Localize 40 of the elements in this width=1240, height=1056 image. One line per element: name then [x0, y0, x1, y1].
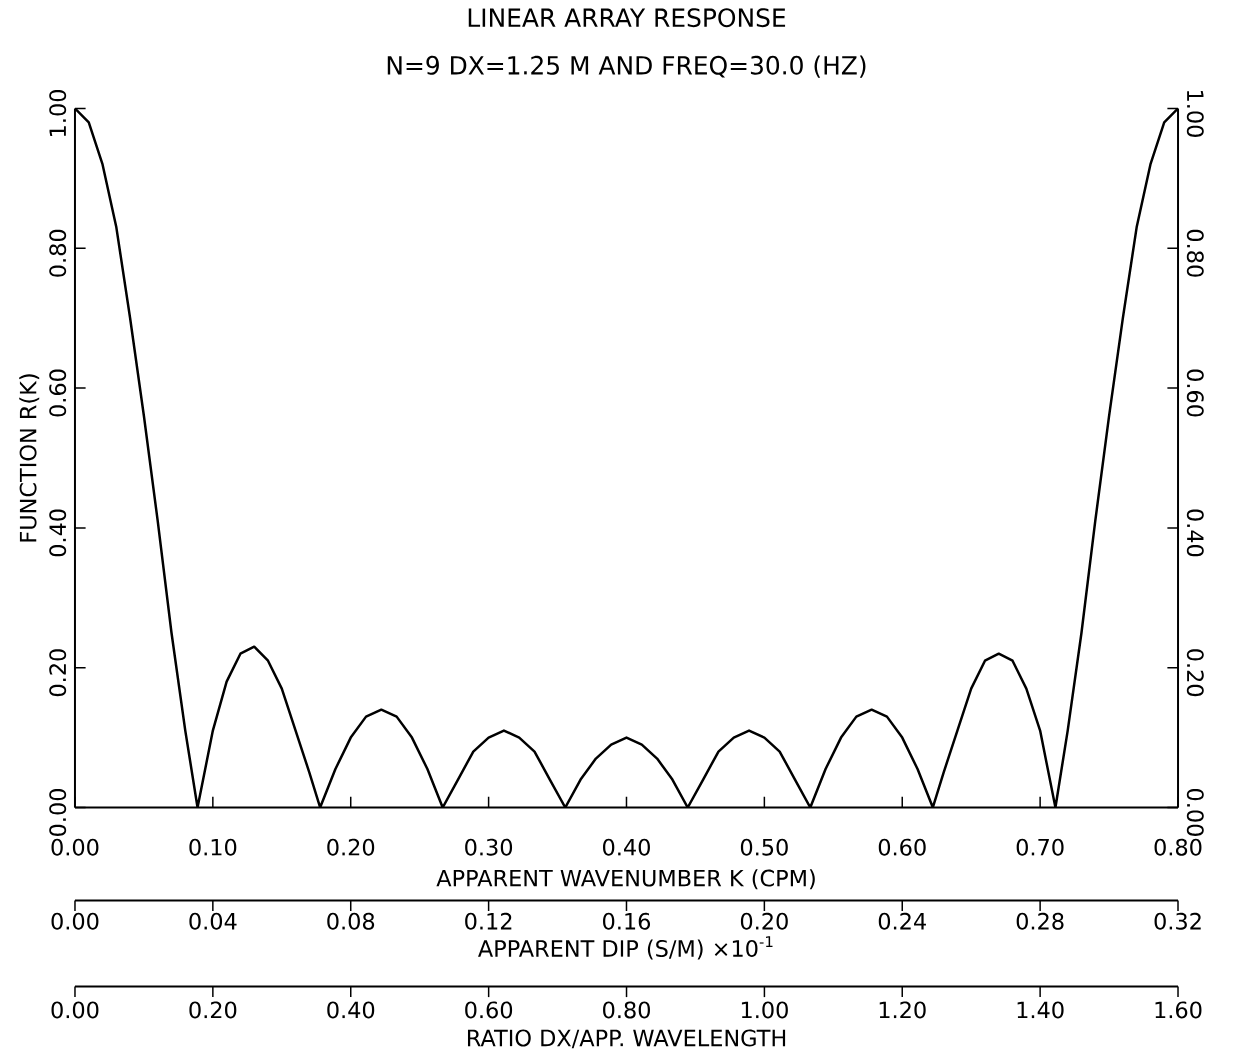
y-tick-label: 0.60	[49, 369, 67, 417]
y2-tick-label: 0.40	[1186, 509, 1204, 557]
x2-tick-label: 0.28	[1016, 912, 1064, 930]
chart-title: LINEAR ARRAY RESPONSE	[468, 8, 786, 27]
x-tick-label: 0.30	[465, 838, 513, 856]
x2-tick-label: 0.08	[327, 912, 375, 930]
y-tick-label: 1.00	[49, 89, 67, 136]
text: 1.00	[741, 1001, 788, 1019]
y2-tick-label: 0.80	[1186, 229, 1204, 277]
y-tick-label: 0.80	[49, 229, 67, 277]
x2-tick-label: 0.12	[465, 912, 512, 930]
chart-subtitle: N=9 DX=1.25 M AND FREQ=30.0 (HZ)	[387, 55, 866, 78]
x-tick-label: 0.20	[327, 838, 375, 856]
text: 1.20	[879, 1001, 926, 1019]
text: 0.40	[327, 1001, 375, 1019]
x2-tick-label: 0.32	[1154, 912, 1201, 930]
y-axis-title: FUNCTION R(K)	[19, 374, 40, 542]
text: 1.40	[1017, 1001, 1064, 1019]
x2-axis-title: APPARENT DIP (S/M) ×10$^{-1}$	[478, 935, 773, 960]
x2-tick-label: 0.16	[603, 912, 651, 930]
x-tick-label: 0.50	[740, 838, 788, 856]
text: 0.80	[603, 1001, 650, 1019]
x-tick-label: 0.60	[878, 838, 926, 856]
x2-tick-label: 0.24	[878, 912, 926, 930]
text: 0.60	[465, 1001, 513, 1019]
text: 1.60	[1155, 1001, 1202, 1019]
y2-tick-label: 0.60	[1186, 369, 1204, 417]
x2-tick-label: 0.20	[740, 912, 788, 930]
x-tick-label: 0.80	[1154, 838, 1202, 856]
x-axis-title: APPARENT WAVENUMBER K (CPM)	[436, 868, 815, 889]
y2-tick-label: 1.00	[1186, 90, 1204, 137]
x-tick-label: 0.40	[603, 838, 650, 856]
x2-tick-label: 0.04	[189, 912, 237, 930]
x-tick-label: 0.70	[1016, 838, 1064, 856]
y-tick-label: 0.40	[49, 509, 67, 557]
y2-tick-label: 0.20	[1186, 648, 1204, 696]
text: RATIO DX/APP. WAVELENGTH	[467, 1029, 786, 1048]
text: 0.20	[189, 1001, 237, 1019]
y-tick-label: 0.20	[49, 648, 67, 696]
x-tick-label: 0.10	[189, 838, 237, 856]
